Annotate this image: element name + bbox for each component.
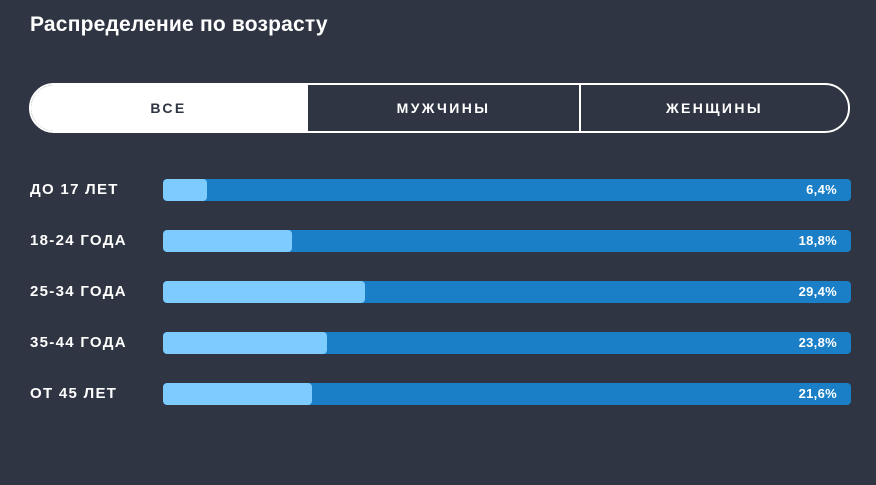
age-bar-track: 6,4% — [163, 179, 851, 201]
age-bar-value: 23,8% — [798, 335, 837, 350]
age-bar-fill — [163, 332, 327, 354]
age-row-45-plus: ОТ 45 ЛЕТ 21,6% — [0, 383, 876, 405]
age-bar-track: 23,8% — [163, 332, 851, 354]
age-row-25-34: 25-34 ГОДА 29,4% — [0, 281, 876, 303]
age-bar-track: 18,8% — [163, 230, 851, 252]
age-bar-value: 21,6% — [798, 386, 837, 401]
age-row-label: 18-24 ГОДА — [30, 232, 127, 249]
tab-all[interactable]: ВСЕ — [31, 85, 306, 131]
tab-men[interactable]: МУЖЧИНЫ — [306, 85, 579, 131]
age-bar-value: 29,4% — [798, 284, 837, 299]
age-row-label: ДО 17 ЛЕТ — [30, 181, 119, 198]
age-bar-fill — [163, 383, 312, 405]
age-bar-fill — [163, 281, 366, 303]
age-bar-value: 18,8% — [798, 233, 837, 248]
age-bar-fill — [163, 230, 293, 252]
age-bar-track: 21,6% — [163, 383, 851, 405]
age-row-under-17: ДО 17 ЛЕТ 6,4% — [0, 179, 876, 201]
age-row-18-24: 18-24 ГОДА 18,8% — [0, 230, 876, 252]
age-row-label: ОТ 45 ЛЕТ — [30, 385, 118, 402]
gender-tabs: ВСЕ МУЖЧИНЫ ЖЕНЩИНЫ — [29, 83, 850, 133]
age-bar-track: 29,4% — [163, 281, 851, 303]
age-bar-value: 6,4% — [806, 182, 837, 197]
age-row-35-44: 35-44 ГОДА 23,8% — [0, 332, 876, 354]
age-row-label: 35-44 ГОДА — [30, 334, 127, 351]
tab-women[interactable]: ЖЕНЩИНЫ — [579, 85, 848, 131]
page-title: Распределение по возрасту — [30, 13, 328, 36]
age-row-label: 25-34 ГОДА — [30, 283, 127, 300]
age-bar-fill — [163, 179, 208, 201]
